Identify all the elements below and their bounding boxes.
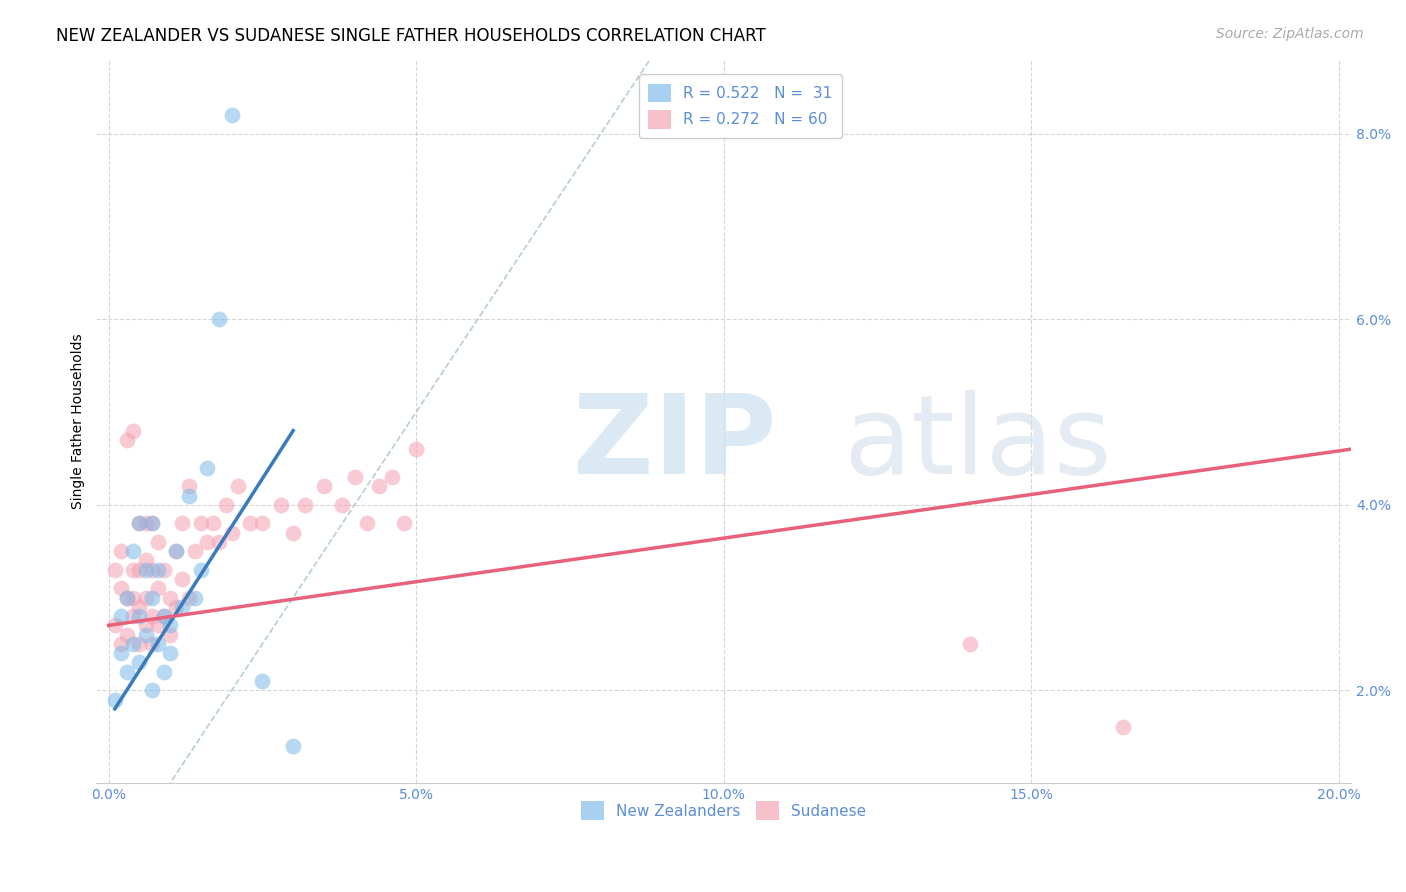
Point (128, 563, 150, 577)
Point (115, 627, 138, 641)
Point (122, 637, 145, 651)
Point (332, 498, 354, 512)
Point (184, 544, 207, 558)
Point (208, 535, 231, 549)
Point (392, 516, 415, 531)
Point (214, 498, 236, 512)
Point (226, 479, 249, 493)
Point (135, 618, 157, 632)
Point (141, 516, 163, 531)
Point (153, 563, 176, 577)
Text: NEW ZEALANDER VS SUDANESE SINGLE FATHER HOUSEHOLDS CORRELATION CHART: NEW ZEALANDER VS SUDANESE SINGLE FATHER … (56, 27, 766, 45)
Point (135, 591, 157, 605)
Point (959, 637, 981, 651)
Point (146, 637, 169, 651)
Point (159, 591, 181, 605)
Point (195, 460, 218, 475)
Point (153, 609, 176, 624)
Text: atlas: atlas (842, 390, 1111, 497)
Point (128, 637, 150, 651)
Text: Source: ZipAtlas.com: Source: ZipAtlas.com (1216, 27, 1364, 41)
Point (159, 646, 181, 660)
Point (135, 553, 157, 567)
Point (190, 563, 212, 577)
Point (294, 498, 316, 512)
Point (159, 627, 181, 641)
Point (312, 479, 335, 493)
Point (128, 599, 150, 614)
Point (122, 563, 145, 577)
Point (141, 637, 163, 651)
Point (252, 516, 274, 531)
Point (202, 516, 225, 531)
Point (368, 479, 391, 493)
Point (184, 591, 207, 605)
Point (172, 516, 194, 531)
Point (153, 665, 176, 679)
Point (221, 525, 243, 540)
Point (122, 544, 145, 558)
Point (104, 618, 127, 632)
Point (270, 498, 292, 512)
Point (380, 470, 402, 484)
Point (177, 479, 200, 493)
Point (208, 312, 231, 326)
Point (104, 563, 127, 577)
Legend: New Zealanders, Sudanese: New Zealanders, Sudanese (575, 795, 872, 826)
Point (115, 433, 138, 447)
Point (343, 470, 366, 484)
Point (283, 525, 305, 540)
Point (141, 563, 163, 577)
Point (146, 581, 169, 595)
Point (110, 581, 132, 595)
Point (195, 535, 218, 549)
Point (177, 489, 200, 503)
Point (141, 609, 163, 624)
Point (135, 563, 157, 577)
Point (159, 618, 181, 632)
Point (165, 599, 187, 614)
Point (128, 609, 150, 624)
Point (104, 692, 127, 706)
Point (405, 442, 427, 457)
Point (122, 424, 145, 438)
Point (141, 516, 163, 531)
Point (153, 609, 176, 624)
Point (122, 591, 145, 605)
Point (177, 591, 200, 605)
Text: ZIP: ZIP (574, 390, 776, 497)
Point (115, 591, 138, 605)
Point (128, 656, 150, 670)
Point (122, 609, 145, 624)
Point (128, 516, 150, 531)
Point (135, 516, 157, 531)
Point (110, 637, 132, 651)
Point (141, 591, 163, 605)
Point (252, 673, 274, 688)
Point (146, 618, 169, 632)
Point (172, 572, 194, 586)
Point (356, 516, 378, 531)
Point (172, 599, 194, 614)
Point (146, 563, 169, 577)
Point (221, 108, 243, 122)
Point (115, 665, 138, 679)
Point (115, 591, 138, 605)
Point (165, 544, 187, 558)
Point (165, 544, 187, 558)
Point (146, 535, 169, 549)
Y-axis label: Single Father Households: Single Father Households (72, 334, 86, 509)
Point (141, 683, 163, 698)
Point (239, 516, 262, 531)
Point (283, 739, 305, 753)
Point (110, 646, 132, 660)
Point (190, 516, 212, 531)
Point (128, 516, 150, 531)
Point (135, 627, 157, 641)
Point (1112, 720, 1135, 734)
Point (110, 609, 132, 624)
Point (110, 544, 132, 558)
